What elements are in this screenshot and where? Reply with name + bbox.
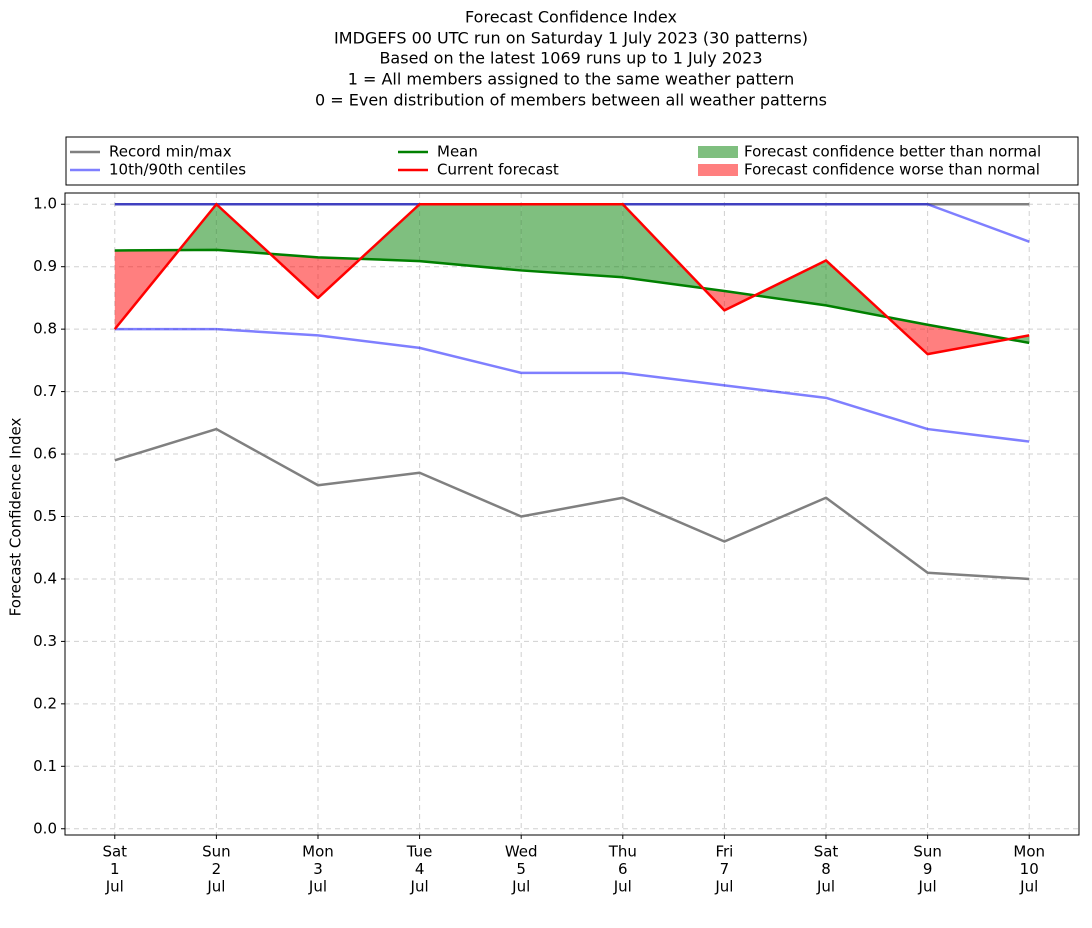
y-tick-label: 0.3: [33, 632, 57, 650]
series-line: [114, 248, 1030, 345]
fill-better: [419, 204, 522, 271]
y-tick-label: 0.2: [33, 694, 57, 712]
y-tick-label: 0.0: [33, 819, 57, 837]
chart-subtitle: Based on the latest 1069 runs up to 1 Ju…: [379, 49, 762, 68]
x-tick-label: Jul: [410, 878, 429, 896]
x-tick-label: Sun: [202, 843, 231, 861]
legend-box: [65, 136, 1079, 186]
x-tick-label: Jul: [816, 878, 835, 896]
x-tick-label: 9: [923, 860, 933, 878]
y-tick-label: 0.9: [33, 257, 57, 275]
x-tick-label: Jul: [105, 878, 124, 896]
y-tick-label: 0.5: [33, 507, 57, 525]
legend-label: 10th/90th centiles: [109, 161, 246, 179]
fill-worse: [927, 324, 1009, 355]
band-lower-line: [114, 427, 1030, 581]
x-tick-label: Jul: [714, 878, 733, 896]
series-line: [113, 202, 1030, 356]
y-tick-label: 0.6: [33, 445, 57, 463]
x-tick-label: 5: [516, 860, 526, 878]
legend-label: Forecast confidence better than normal: [744, 143, 1041, 161]
x-tick-label: Mon: [1013, 843, 1045, 861]
x-tick-label: 7: [720, 860, 730, 878]
chart-subtitle: 1 = All members assigned to the same wea…: [348, 70, 795, 89]
x-tick-label: Mon: [302, 843, 334, 861]
x-tick-label: Sun: [913, 843, 942, 861]
fill-better: [521, 204, 623, 278]
x-tick-label: Jul: [308, 878, 327, 896]
x-tick-label: Fri: [715, 843, 733, 861]
x-tick-label: Sat: [814, 843, 839, 861]
x-tick-label: 8: [821, 860, 831, 878]
band-lower-line: [114, 327, 1030, 443]
legend-label: Mean: [437, 143, 478, 161]
x-tick-label: Jul: [206, 878, 225, 896]
y-tick-label: 0.8: [33, 320, 57, 338]
x-tick-label: Wed: [505, 843, 538, 861]
x-tick-label: Jul: [613, 878, 632, 896]
x-tick-label: Jul: [1019, 878, 1038, 896]
x-tick-label: Jul: [511, 878, 530, 896]
y-tick-label: 0.7: [33, 382, 57, 400]
y-tick-label: 1.0: [33, 195, 57, 213]
plot-frame: [64, 192, 1080, 836]
x-tick-label: 10: [1020, 860, 1039, 878]
y-tick-label: 0.4: [33, 569, 57, 587]
x-tick-label: Jul: [918, 878, 937, 896]
legend-label: Forecast confidence worse than normal: [744, 161, 1040, 179]
legend-swatch: [698, 146, 738, 158]
fill-better: [754, 260, 827, 306]
x-tick-label: 3: [313, 860, 323, 878]
x-tick-label: 1: [110, 860, 120, 878]
chart-title: Forecast Confidence Index: [465, 8, 677, 27]
chart-subtitle: 0 = Even distribution of members between…: [315, 91, 827, 110]
x-tick-label: 6: [618, 860, 628, 878]
legend-label: Current forecast: [437, 161, 559, 179]
legend-label: Record min/max: [109, 143, 232, 161]
y-axis-label: Forecast Confidence Index: [7, 418, 25, 617]
x-tick-label: Sat: [102, 843, 127, 861]
x-tick-label: 2: [212, 860, 222, 878]
x-tick-label: Tue: [406, 843, 433, 861]
x-tick-label: 4: [415, 860, 425, 878]
legend-swatch: [698, 164, 738, 176]
y-tick-label: 0.1: [33, 757, 57, 775]
x-tick-label: Thu: [608, 843, 637, 861]
chart-subtitle: IMDGEFS 00 UTC run on Saturday 1 July 20…: [334, 29, 808, 48]
